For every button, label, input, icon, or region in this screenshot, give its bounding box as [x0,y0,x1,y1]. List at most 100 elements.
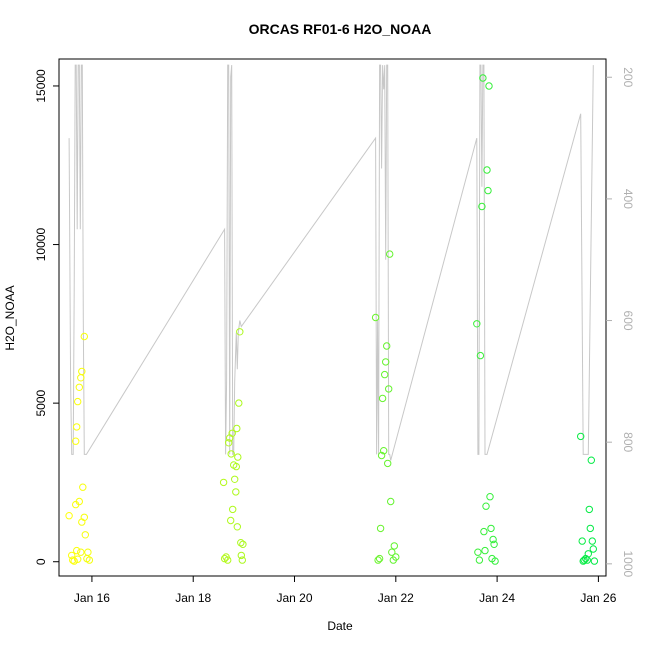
x-tick-label: Jan 20 [276,591,312,605]
data-point [224,556,232,564]
data-point [81,531,90,539]
data-point [491,557,499,565]
data-points [65,74,599,565]
data-point [233,424,241,433]
data-point [238,556,247,564]
y-tick-label: 0 [34,558,48,565]
x-tick-label: Jan 16 [74,591,110,605]
x-tick-label: Jan 26 [580,591,616,605]
data-point [383,342,391,350]
data-point [590,557,599,565]
data-point [589,545,597,553]
data-point [73,423,81,431]
y-tick-label: 15000 [34,69,48,103]
data-point [474,548,482,556]
data-point [578,537,586,545]
data-point [231,475,239,483]
data-point [382,358,390,366]
data-point [77,374,85,382]
data-point [75,383,84,391]
data-point [232,488,240,496]
series-line [68,64,594,461]
data-point [476,351,485,360]
data-point [79,483,87,491]
y-right-tick-label: 400 [621,189,635,209]
data-point [374,556,382,564]
data-point [475,556,484,564]
data-point [390,542,398,550]
data-point [232,462,241,471]
data-point [239,540,247,548]
data-point [392,553,400,561]
y-right-tick-label: 200 [621,67,635,87]
data-point [489,535,497,544]
data-point [77,548,85,556]
data-point [371,313,380,322]
data-point [587,456,595,464]
data-point [227,516,235,525]
data-point [73,546,81,555]
data-point [74,397,82,406]
data-point [377,451,386,460]
data-point [584,550,592,558]
data-point [588,537,596,545]
data-point [375,554,384,563]
y-right-tick-label: 800 [621,432,635,452]
data-point [486,493,494,501]
data-point [75,497,84,506]
data-point [473,320,481,328]
data-point [577,432,585,441]
data-point [237,551,246,560]
data-point [585,505,593,514]
data-point [80,513,89,521]
data-point [235,399,243,407]
data-point [380,447,388,455]
data-point [579,557,587,565]
data-point [72,437,80,445]
data-point [479,74,487,82]
data-point [227,450,235,458]
data-point [69,556,77,564]
data-point [74,555,82,563]
data-point [70,557,78,565]
data-point [482,502,490,510]
x-tick-label: Jan 22 [378,591,414,605]
data-point [580,556,588,564]
data-point [483,166,491,174]
data-point [586,524,594,533]
x-tick-label: Jan 24 [479,591,515,605]
y-axis-right: 200 400 600 800 1000 [606,67,635,578]
plot-frame [58,58,607,577]
x-axis: Jan 16 Jan 18 Jan 20 Jan 22 Jan 24 Jan 26 [74,576,617,605]
y-tick-label: 10000 [34,228,48,262]
y-tick-label: 5000 [34,389,48,416]
data-point [376,524,385,533]
x-tick-label: Jan 18 [175,591,211,605]
data-point [237,539,245,547]
data-point [381,370,389,379]
data-point [234,453,242,461]
series-line-right-axis [68,64,594,461]
chart-title: ORCAS RF01-6 H2O_NOAA [249,21,432,37]
data-point [485,82,493,90]
data-point [386,250,394,258]
data-point [484,186,492,195]
y-right-tick-label: 600 [621,311,635,331]
data-point [233,523,242,531]
data-point [225,439,233,447]
data-point [487,524,495,533]
data-point [378,394,387,403]
data-point [490,540,498,548]
data-point [384,459,392,468]
data-point [478,202,486,211]
y-axis: 0 5000 10000 15000 [34,69,59,565]
data-point [236,328,244,336]
data-point [219,478,228,487]
y-axis-label: H2O_NOAA [3,285,17,350]
data-point [480,527,488,536]
data-point [228,429,236,437]
data-point [84,548,92,556]
y-right-tick-label: 1000 [621,550,635,577]
x-axis-label: Date [327,619,353,633]
